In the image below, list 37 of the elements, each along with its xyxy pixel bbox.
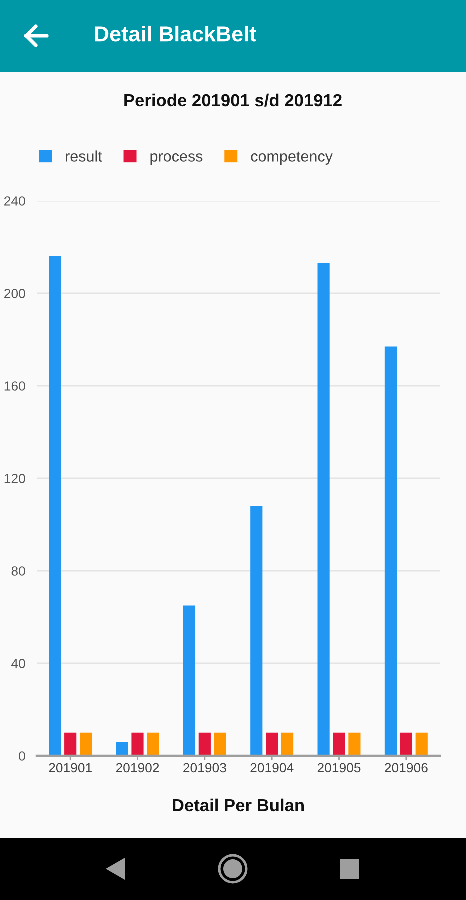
bar <box>147 732 160 756</box>
y-tick-label: 200 <box>4 289 26 298</box>
y-tick-label: 80 <box>12 566 26 576</box>
x-tick-label: 201902 <box>116 763 160 773</box>
bar <box>183 606 196 756</box>
x-tick-label: 201901 <box>49 763 92 773</box>
chart-title: Detail BlackBelt <box>95 26 256 42</box>
bar <box>348 732 361 756</box>
bar <box>198 732 211 756</box>
y-tick-label: 0 <box>19 752 26 761</box>
legend-label: result <box>66 150 102 162</box>
y-tick-label: 160 <box>4 382 26 391</box>
bar <box>281 732 294 756</box>
bar <box>318 263 330 756</box>
x-axis-title: Detail Per Bulan <box>173 798 304 812</box>
y-tick-label: 40 <box>12 659 26 668</box>
bar <box>132 732 144 756</box>
y-tick-label: 120 <box>4 474 26 484</box>
x-tick-label: 201905 <box>318 763 361 773</box>
legend-label: process <box>150 154 203 165</box>
bar <box>416 732 428 756</box>
bar <box>384 346 398 756</box>
legend-label: competency <box>251 152 333 165</box>
x-tick-label: 201906 <box>385 763 428 773</box>
bar <box>400 732 412 756</box>
bar <box>214 732 226 756</box>
bar <box>80 732 92 756</box>
chart-subtitle: Periode 201901 s/d 201912 <box>124 94 342 107</box>
y-tick-label: 240 <box>4 196 26 206</box>
bar <box>333 732 346 756</box>
x-tick-label: 201903 <box>184 763 226 773</box>
x-tick-label: 201904 <box>250 763 294 773</box>
bar <box>250 506 263 756</box>
bar <box>49 256 62 756</box>
bar <box>266 732 278 756</box>
bar <box>64 732 77 756</box>
bar <box>116 742 128 756</box>
